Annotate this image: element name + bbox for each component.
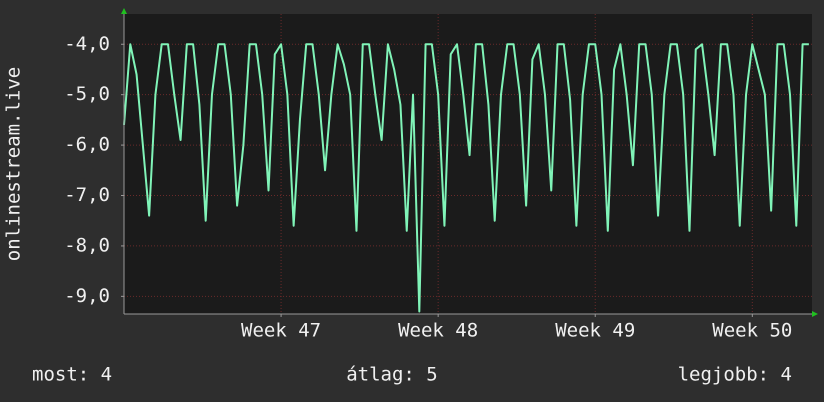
x-tick-label: Week 50 (712, 320, 792, 342)
y-tick-label: -9,0 (64, 285, 110, 307)
legend-item: legjobb: 4 (678, 364, 792, 386)
y-arrow (121, 8, 127, 14)
x-tick-label: Week 49 (555, 320, 635, 342)
grid (124, 14, 812, 314)
x-arrow (812, 311, 818, 317)
y-axis-label: onlinestream.live (3, 67, 25, 261)
x-tick-label: Week 48 (398, 320, 478, 342)
y-tick-label: -8,0 (64, 234, 110, 256)
y-tick-label: -6,0 (64, 134, 110, 156)
legend-item: most: 4 (32, 364, 112, 386)
plot-area (124, 14, 812, 314)
y-tick-label: -4,0 (64, 33, 110, 55)
line-series (123, 43, 809, 313)
y-tick-label: -5,0 (64, 83, 110, 105)
x-tick-label: Week 47 (241, 320, 321, 342)
y-tick-label: -7,0 (64, 184, 110, 206)
plot (123, 43, 809, 313)
legend-item: átlag: 5 (346, 364, 438, 386)
